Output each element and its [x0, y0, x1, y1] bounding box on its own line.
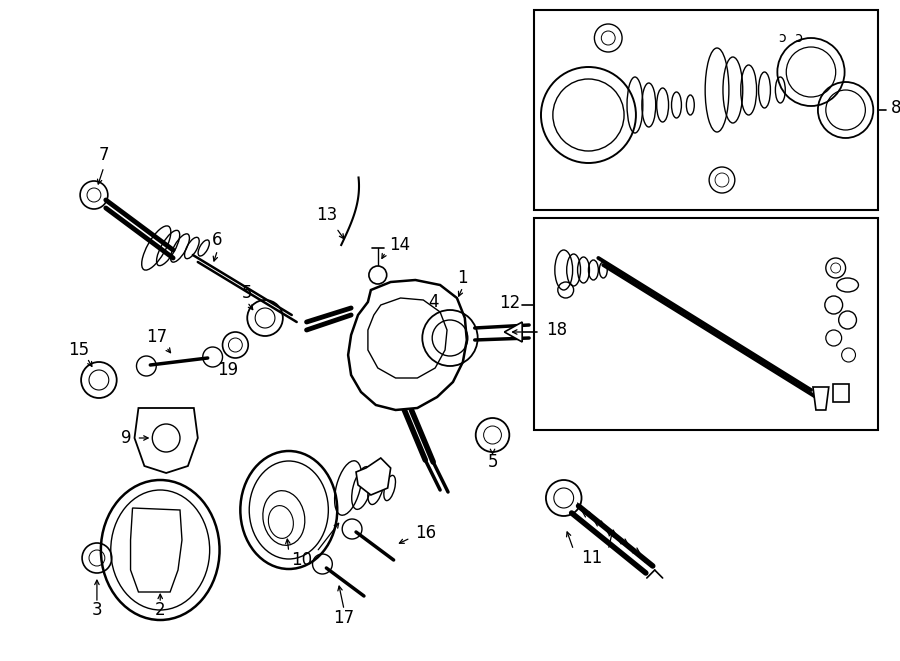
Text: 5: 5: [242, 284, 253, 302]
Polygon shape: [348, 280, 467, 410]
Text: 10: 10: [291, 551, 312, 569]
Text: 18: 18: [546, 321, 567, 339]
Text: 4: 4: [428, 293, 438, 311]
Text: 15: 15: [68, 341, 90, 359]
Text: 9: 9: [122, 429, 131, 447]
Bar: [534, 218, 878, 430]
Text: 1: 1: [457, 269, 468, 287]
Polygon shape: [504, 322, 522, 342]
Text: 3: 3: [92, 601, 103, 619]
Text: 11: 11: [580, 549, 602, 567]
Text: 17: 17: [146, 328, 166, 346]
Polygon shape: [130, 508, 182, 592]
Text: 17: 17: [334, 609, 355, 627]
Text: 12: 12: [499, 294, 520, 312]
Text: 14: 14: [389, 236, 410, 254]
Bar: [534, 10, 878, 210]
Polygon shape: [368, 298, 447, 378]
Text: ɔ  ɔ: ɔ ɔ: [779, 31, 803, 45]
Text: 19: 19: [217, 361, 238, 379]
Text: 6: 6: [212, 231, 223, 249]
Text: 2: 2: [155, 601, 166, 619]
Text: 5: 5: [487, 453, 498, 471]
Text: 16: 16: [416, 524, 436, 542]
Text: 8: 8: [891, 99, 900, 117]
Polygon shape: [134, 408, 198, 473]
Text: 7: 7: [99, 146, 109, 164]
Polygon shape: [356, 458, 391, 495]
Text: 13: 13: [316, 206, 337, 224]
Polygon shape: [813, 387, 829, 410]
Polygon shape: [832, 384, 849, 402]
